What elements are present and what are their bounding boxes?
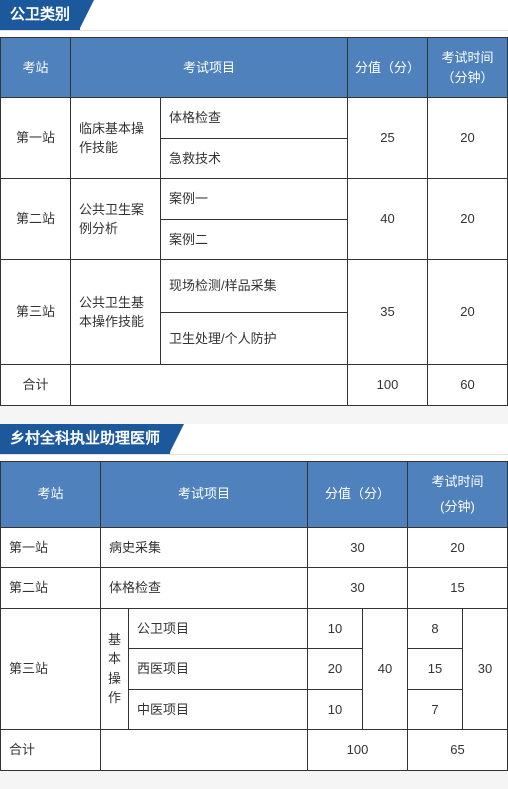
table-row: 第一站 病史采集 30 20 — [1, 527, 508, 568]
cell-subscore: 10 — [308, 608, 363, 649]
cell-category: 公共卫生案例分析 — [71, 179, 161, 260]
cell-time: 20 — [428, 98, 508, 179]
th-score: 分值（分） — [308, 461, 408, 527]
th-station: 考站 — [1, 461, 101, 527]
cell-subitem: 案例二 — [161, 219, 348, 260]
cell-score: 35 — [348, 260, 428, 365]
table-row: 第二站 公共卫生案例分析 案例一 40 20 — [1, 179, 508, 220]
title-wrap: 公卫类别 — [0, 0, 508, 31]
section-gongwei: 公卫类别 考站 考试项目 分值（分） 考试时间（分钟） 第一站 临床基本操作技能… — [0, 0, 508, 406]
cell-score: 30 — [308, 568, 408, 609]
section-xiangcun: 乡村全科执业助理医师 考站 考试项目 分值（分） 考试时间 (分钟) 第一站 病… — [0, 424, 508, 771]
cell-category: 基本操作 — [101, 608, 129, 730]
title-wrap: 乡村全科执业助理医师 — [0, 424, 508, 455]
cell-total-time: 65 — [408, 730, 508, 771]
cell-station: 第二站 — [1, 179, 71, 260]
cell-subitem: 西医项目 — [129, 649, 308, 690]
table-total-row: 合计 100 60 — [1, 365, 508, 406]
cell-station: 第三站 — [1, 260, 71, 365]
cell-item: 病史采集 — [101, 527, 308, 568]
cell-subitem: 体格检查 — [161, 98, 348, 139]
table-xiangcun: 考站 考试项目 分值（分） 考试时间 (分钟) 第一站 病史采集 30 20 第… — [0, 461, 508, 771]
th-item: 考试项目 — [101, 461, 308, 527]
cell-station: 第一站 — [1, 98, 71, 179]
table-row: 第二站 体格检查 30 15 — [1, 568, 508, 609]
section-title: 公卫类别 — [0, 0, 80, 30]
cell-subtime: 15 — [408, 649, 463, 690]
cell-item: 体格检查 — [101, 568, 308, 609]
cell-subitem: 中医项目 — [129, 689, 308, 730]
table-gongwei: 考站 考试项目 分值（分） 考试时间（分钟） 第一站 临床基本操作技能 体格检查… — [0, 37, 508, 406]
th-time: 考试时间（分钟） — [428, 38, 508, 98]
table-row: 第三站 公共卫生基本操作技能 现场检测/样品采集 35 20 — [1, 260, 508, 313]
cell-subitem: 卫生处理/个人防护 — [161, 312, 348, 365]
table-row: 第一站 临床基本操作技能 体格检查 25 20 — [1, 98, 508, 139]
cell-subscore: 20 — [308, 649, 363, 690]
cell-score: 25 — [348, 98, 428, 179]
cell-total-score: 100 — [308, 730, 408, 771]
cell-time: 20 — [408, 527, 508, 568]
cell-subtime: 7 — [408, 689, 463, 730]
th-time-line1: 考试时间 — [414, 472, 501, 492]
cell-subtime: 8 — [408, 608, 463, 649]
cell-total-time: 60 — [428, 365, 508, 406]
cell-subitem: 现场检测/样品采集 — [161, 260, 348, 313]
cell-score-total: 40 — [363, 608, 408, 730]
th-time-line2: (分钟) — [414, 497, 501, 517]
cell-empty — [71, 365, 348, 406]
cell-time: 20 — [428, 179, 508, 260]
cell-score: 40 — [348, 179, 428, 260]
th-item: 考试项目 — [71, 38, 348, 98]
cell-time-total: 30 — [463, 608, 508, 730]
th-time: 考试时间 (分钟) — [408, 461, 508, 527]
cell-score: 30 — [308, 527, 408, 568]
th-station: 考站 — [1, 38, 71, 98]
cell-station: 第一站 — [1, 527, 101, 568]
cell-category: 公共卫生基本操作技能 — [71, 260, 161, 365]
cell-subitem: 急救技术 — [161, 138, 348, 179]
cell-subitem: 案例一 — [161, 179, 348, 220]
cell-total-label: 合计 — [1, 730, 101, 771]
cell-empty — [101, 730, 308, 771]
table-total-row: 合计 100 65 — [1, 730, 508, 771]
cell-category: 临床基本操作技能 — [71, 98, 161, 179]
table-row: 第三站 基本操作 公卫项目 10 40 8 30 — [1, 608, 508, 649]
table-header-row: 考站 考试项目 分值（分） 考试时间（分钟） — [1, 38, 508, 98]
cell-time: 20 — [428, 260, 508, 365]
cell-subscore: 10 — [308, 689, 363, 730]
th-score: 分值（分） — [348, 38, 428, 98]
cell-total-score: 100 — [348, 365, 428, 406]
cell-total-label: 合计 — [1, 365, 71, 406]
cell-subitem: 公卫项目 — [129, 608, 308, 649]
section-title: 乡村全科执业助理医师 — [0, 424, 170, 454]
cell-time: 15 — [408, 568, 508, 609]
table-header-row: 考站 考试项目 分值（分） 考试时间 (分钟) — [1, 461, 508, 527]
cell-station: 第三站 — [1, 608, 101, 730]
cell-station: 第二站 — [1, 568, 101, 609]
